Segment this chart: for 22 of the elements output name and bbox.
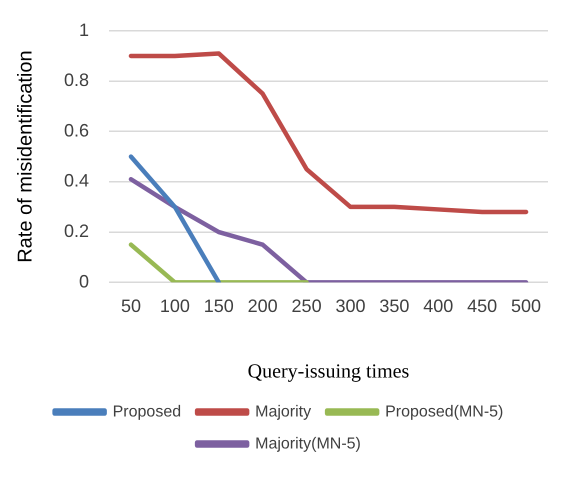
x-tick-label: 300 bbox=[335, 296, 366, 316]
x-tick-label: 350 bbox=[379, 296, 410, 316]
x-axis-title: Query-issuing times bbox=[248, 360, 410, 382]
y-tick-label: 0.6 bbox=[64, 120, 90, 140]
x-tick-label: 200 bbox=[248, 296, 278, 316]
y-tick-label: 1 bbox=[79, 20, 90, 40]
x-tick-label: 150 bbox=[204, 296, 234, 316]
x-tick-label: 100 bbox=[160, 296, 190, 316]
y-tick-label: 0.4 bbox=[64, 170, 90, 191]
y-tick-label: 0 bbox=[79, 271, 90, 292]
x-tick-label: 50 bbox=[120, 296, 141, 316]
x-tick-label: 500 bbox=[511, 296, 542, 316]
y-tick-label: 0.8 bbox=[64, 70, 90, 90]
x-tick-label: 400 bbox=[423, 296, 454, 316]
legend-label: Proposed bbox=[112, 403, 182, 420]
x-tick-label: 250 bbox=[292, 296, 322, 316]
legend-label: Majority(MN-5) bbox=[255, 435, 361, 452]
x-tick-label: 450 bbox=[467, 296, 498, 316]
y-axis-title: Rate of misidentification bbox=[14, 50, 37, 263]
y-tick-label: 0.2 bbox=[64, 221, 90, 242]
legend-label: Proposed(MN-5) bbox=[385, 403, 504, 420]
legend-label: Majority bbox=[255, 403, 312, 420]
